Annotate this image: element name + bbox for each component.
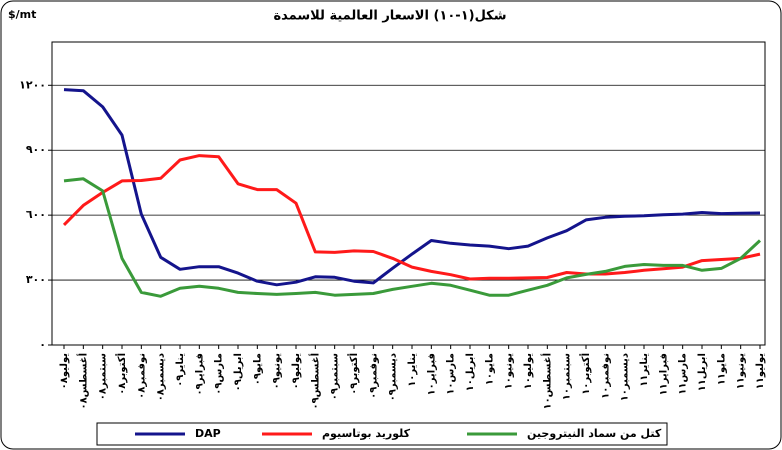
x-tick-label: أغسطس٠٨ <box>76 353 89 410</box>
x-tick-label: يوليو١١ <box>755 353 766 390</box>
x-tick-label: سبتمبر١٠ <box>562 353 573 400</box>
x-tick-label: مايو١٠ <box>484 353 495 385</box>
x-tick-label: يونيو١١ <box>736 353 747 390</box>
x-tick-label: مايو٠٩ <box>252 353 263 385</box>
x-tick-label: فبراير٠٩ <box>194 353 205 395</box>
x-tick-label: أغسطس١٠ <box>540 353 553 410</box>
legend-box <box>96 422 668 446</box>
x-tick-label: ديسمبر٠٨ <box>156 353 167 401</box>
x-tick-label: مارس١٠ <box>446 353 457 395</box>
x-tick-label: نوفمبر٠٨ <box>136 353 147 399</box>
x-tick-label: نوفمبر١٠ <box>600 353 611 399</box>
x-tick-label: يناير٠٩ <box>175 353 186 387</box>
y-tick-label: ٠ <box>39 338 46 351</box>
y-tick-label: ٦٠٠ <box>26 208 46 221</box>
x-tick-label: يناير١٠ <box>407 353 418 387</box>
legend-label: كتل من سماد النيتروجين <box>527 427 662 440</box>
series-line <box>62 154 761 281</box>
x-tick-label: مايو١١ <box>716 353 727 385</box>
y-tick-label: ٣٠٠ <box>26 273 46 286</box>
x-tick-label: ابريل١٠ <box>465 353 476 391</box>
x-tick-label: فبراير١٠ <box>426 353 437 395</box>
x-tick-label: ابريل٠٩ <box>233 353 244 391</box>
x-tick-label: يونيو١٠ <box>504 353 515 390</box>
x-tick-label: ديسمبر١٠ <box>620 353 631 401</box>
x-tick-label: يناير١١ <box>639 353 650 387</box>
series-line <box>63 88 761 287</box>
y-axis-label: $/mt <box>8 8 36 21</box>
x-tick-label: يوليو٠٨ <box>59 353 70 390</box>
legend-label: كلوريد بوتاسيوم <box>322 427 411 440</box>
y-tick-label: ٩٠٠ <box>26 143 46 156</box>
y-tick-label: ١٢٠٠ <box>19 78 46 91</box>
x-tick-label: سبتمبر٠٩ <box>330 353 341 400</box>
x-tick-label: أكتوبر٠٨ <box>115 353 128 395</box>
x-tick-label: مارس١١ <box>678 353 689 395</box>
x-tick-label: مارس٠٩ <box>214 353 225 395</box>
x-tick-label: نوفمبر٠٩ <box>368 353 379 399</box>
x-tick-label: سبتمبر٠٨ <box>98 353 109 400</box>
x-tick-label: ابريل١١ <box>697 353 708 391</box>
x-tick-label: يوليو١٠ <box>523 353 534 390</box>
x-tick-label: ديسمبر٠٩ <box>388 353 399 401</box>
chart-title: شكل(١-١٠) الاسعار العالمية للاسمدة <box>273 9 506 24</box>
legend-label: DAP <box>195 427 221 440</box>
series-line <box>63 177 762 298</box>
x-tick-label: يوليو٠٩ <box>291 353 302 390</box>
x-tick-label: أغسطس٠٩ <box>308 353 321 410</box>
x-tick-label: أكتوبر١٠ <box>579 353 592 395</box>
x-tick-label: فبراير١١ <box>658 353 669 395</box>
x-tick-label: يونيو٠٩ <box>272 353 283 390</box>
x-tick-label: أكتوبر٠٩ <box>347 353 360 395</box>
